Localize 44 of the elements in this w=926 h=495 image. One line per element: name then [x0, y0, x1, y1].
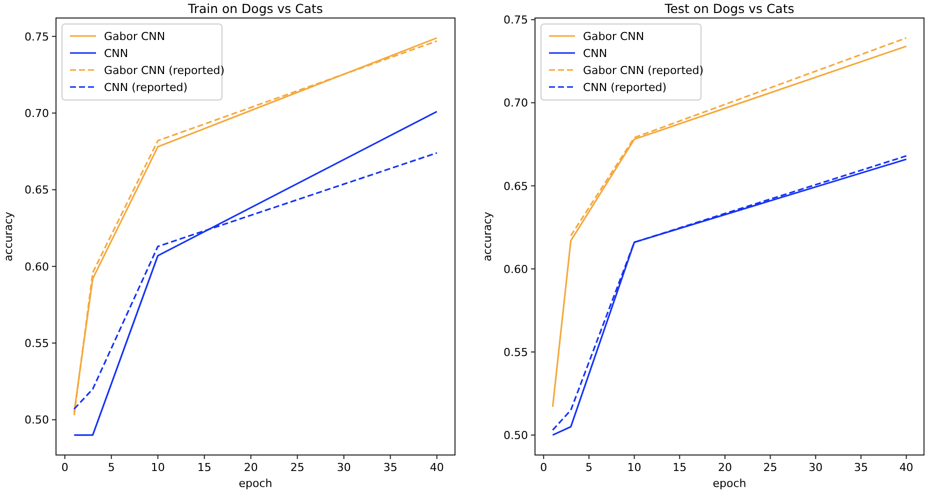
y-tick-label: 0.50 — [504, 429, 528, 442]
legend-label: CNN (reported) — [583, 81, 667, 94]
y-axis-title: accuracy — [481, 211, 494, 262]
y-tick-label: 0.55 — [504, 346, 528, 359]
y-tick-label: 0.60 — [504, 262, 528, 276]
legend-label: Gabor CNN (reported) — [583, 64, 704, 77]
y-tick-label: 0.55 — [24, 337, 49, 350]
y-tick-label: 0.60 — [24, 260, 49, 274]
y-tick-label: 0.70 — [504, 96, 528, 110]
x-tick-label: 35 — [383, 461, 398, 474]
x-tick-label: 5 — [585, 461, 592, 474]
y-tick-label: 0.70 — [24, 107, 49, 120]
legend-label: CNN — [104, 47, 128, 60]
legend-label: Gabor CNN (reported) — [104, 64, 225, 77]
y-axis-title: accuracy — [2, 211, 15, 262]
y-tick-label: 0.65 — [24, 184, 49, 197]
x-tick-label: 10 — [627, 461, 642, 474]
x-tick-label: 5 — [108, 461, 115, 474]
legend-label: CNN — [583, 47, 608, 60]
chart-title: Test on Dogs vs Cats — [664, 1, 794, 16]
x-tick-label: 15 — [197, 461, 212, 474]
x-tick-label: 10 — [150, 461, 165, 474]
legend-label: Gabor CNN — [104, 30, 166, 43]
y-tick-label: 0.75 — [504, 14, 528, 27]
x-tick-label: 0 — [540, 461, 548, 474]
y-tick-label: 0.50 — [24, 414, 49, 427]
x-tick-label: 25 — [763, 461, 778, 474]
x-axis-title: epoch — [712, 477, 746, 490]
x-tick-label: 15 — [672, 461, 687, 474]
x-tick-label: 40 — [430, 461, 444, 474]
x-tick-label: 40 — [899, 461, 914, 474]
x-tick-label: 30 — [336, 461, 351, 474]
x-axis-title: epoch — [238, 477, 272, 490]
y-tick-label: 0.75 — [24, 30, 49, 44]
x-tick-label: 30 — [808, 461, 823, 474]
y-tick-label: 0.65 — [504, 180, 528, 193]
legend-label: Gabor CNN — [583, 30, 644, 43]
x-tick-label: 25 — [290, 461, 304, 474]
x-tick-label: 20 — [718, 461, 732, 474]
x-tick-label: 20 — [244, 461, 258, 474]
chart-title: Train on Dogs vs Cats — [187, 1, 323, 16]
x-tick-label: 0 — [61, 461, 68, 474]
x-tick-label: 35 — [854, 461, 868, 474]
legend-label: CNN (reported) — [104, 81, 188, 94]
